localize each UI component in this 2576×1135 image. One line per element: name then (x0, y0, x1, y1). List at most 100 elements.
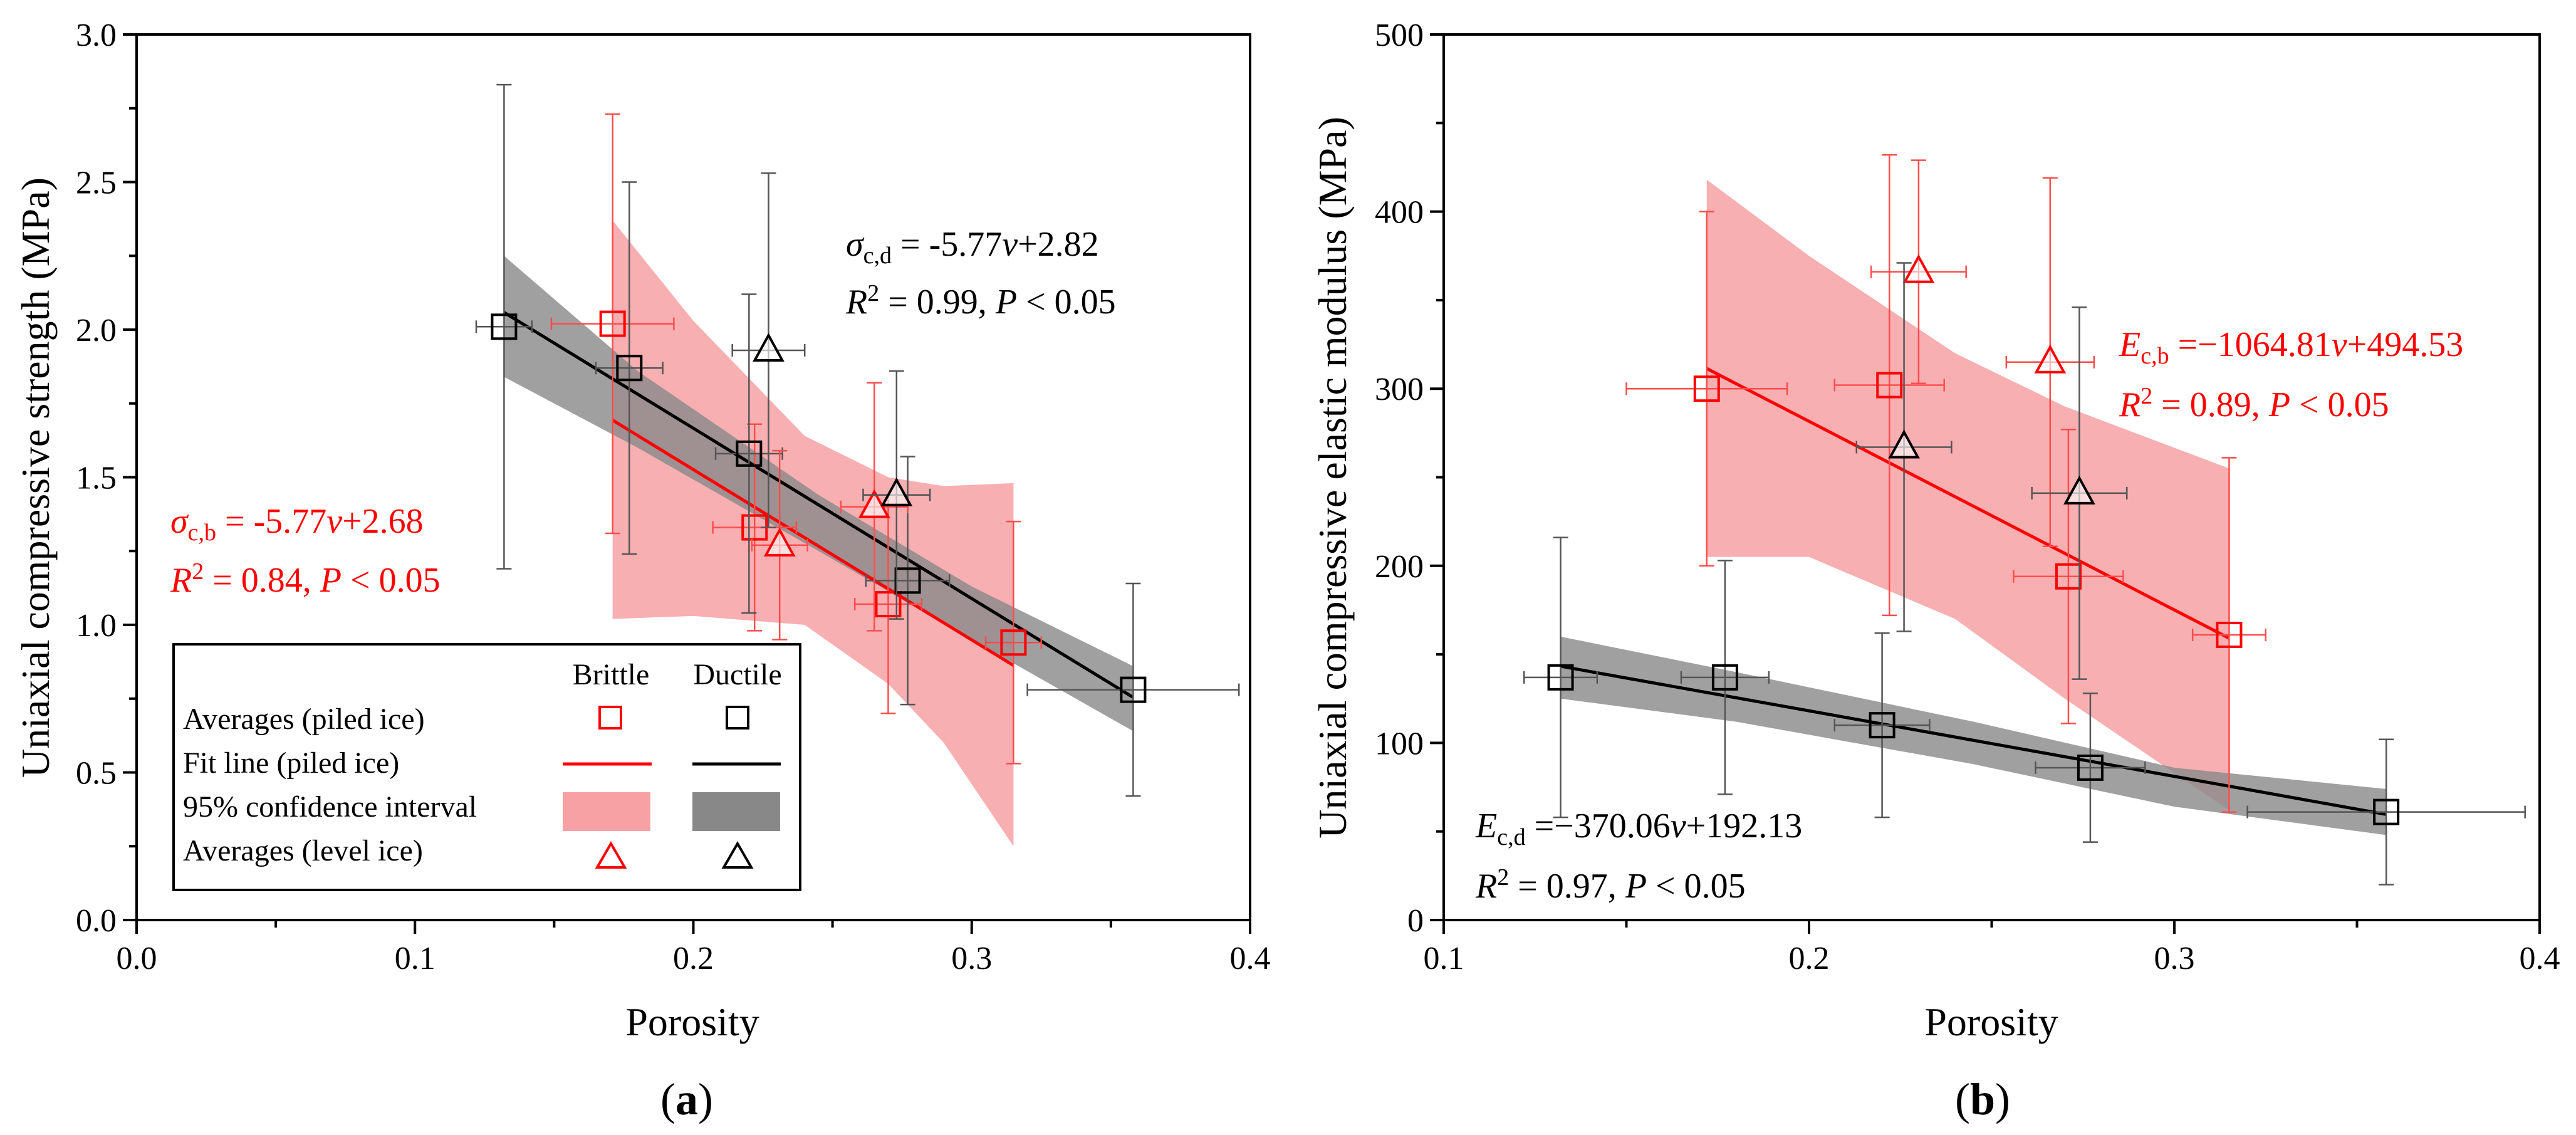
eq-tail: +2.68 (342, 502, 424, 541)
square-marker (2077, 754, 2104, 781)
x-tick-label: 0.2 (673, 941, 714, 976)
ductile-equation: σc,d = -5.77v+2.82 (846, 225, 1099, 269)
y-tick-label: 400 (1375, 195, 1424, 231)
triangle-marker (858, 489, 890, 518)
y-tick-label: 2.5 (76, 165, 117, 201)
triangle-marker (1888, 429, 1920, 459)
fit-lines (1560, 367, 2387, 816)
data-points (1523, 154, 2526, 886)
axes: 0.1 0.2 0.3 0.4 0 100 200 300 400 500 (1375, 18, 2560, 976)
p-tail: < 0.05 (1017, 283, 1116, 322)
x-tick-label: 0.2 (1789, 941, 1830, 976)
eq-tail: +2.82 (1018, 225, 1099, 264)
square-marker (1000, 629, 1027, 656)
x-axis-title: Porosity (625, 1000, 759, 1044)
ductile-r2: R2 = 0.99, P < 0.05 (845, 280, 1116, 322)
y-tick-label: 0.0 (76, 903, 117, 939)
data-point (1625, 211, 1788, 567)
data-point (2191, 457, 2266, 813)
panel-letter: b (1970, 1074, 1995, 1124)
y-tick-label: 1.5 (76, 461, 117, 496)
y-tick-label: 200 (1375, 549, 1424, 585)
triangle-marker (763, 527, 796, 557)
brittle-equation: Ec,b =−1064.81v+494.53 (2119, 325, 2463, 369)
r2-rest: = 0.84, (204, 561, 320, 600)
x-axis-title: Porosity (1924, 1000, 2058, 1044)
r2-superscript: 2 (2141, 383, 2152, 409)
fit-lines (503, 311, 1134, 699)
data-point (1855, 262, 1953, 632)
r2-superscript: 2 (867, 280, 879, 306)
data-point (862, 370, 931, 620)
legend-brittle-square-icon (598, 706, 622, 730)
data-points (475, 83, 1240, 797)
data-point (2031, 306, 2128, 680)
square-marker (616, 355, 643, 382)
panel-b: 0.1 0.2 0.3 0.4 0 100 200 300 400 500 Porosity Un… (1310, 18, 2560, 1124)
x-tick-label: 0.3 (951, 941, 992, 976)
eq-rest: =−370.06 (1526, 807, 1671, 845)
eq-symbol: σ (846, 225, 865, 264)
x-tick-label: 0.3 (2154, 941, 2195, 976)
x-tick-label: 0.1 (395, 941, 435, 976)
r2-superscript: 2 (1497, 864, 1509, 891)
square-marker (1876, 372, 1903, 399)
eq-subscript: c,d (1497, 824, 1525, 850)
eq-var: v (1002, 225, 1018, 264)
eq-subscript: c,b (2141, 343, 2169, 369)
y-tick-label: 500 (1375, 18, 1424, 53)
p-symbol: P (320, 561, 342, 600)
eq-subscript: c,d (863, 243, 892, 269)
p-tail: < 0.05 (2290, 385, 2389, 424)
x-tick-label: 0.4 (2520, 941, 2560, 976)
eq-rest: =−1064.81 (2169, 325, 2332, 364)
square-marker (2216, 622, 2243, 649)
data-point (1680, 560, 1770, 795)
panel-label: (b) (1955, 1074, 2010, 1124)
data-point (2013, 428, 2124, 724)
data-point (1870, 159, 1967, 384)
legend-box (172, 643, 801, 891)
panel-label: (a) (660, 1074, 713, 1124)
legend-row-averages-piled: Averages (piled ice) (183, 703, 425, 736)
square-marker (1120, 676, 1147, 703)
legend-brittle-band-icon (563, 792, 650, 831)
confidence-bands (504, 220, 1134, 847)
x-tick-label: 0.0 (117, 941, 157, 976)
data-point (984, 520, 1043, 765)
data-point (731, 172, 806, 528)
triangle-marker (753, 332, 785, 362)
ductile-confidence-band (504, 256, 1134, 731)
axes: 0.0 0.1 0.2 0.3 0.4 0.0 0.5 1.0 1.5 2.0 2.5 3.0 (76, 18, 1271, 976)
brittle-confidence-band (1706, 179, 2229, 810)
data-point (840, 382, 909, 632)
y-axis-title: Uniaxial compressive elastic modulus (MP… (1310, 117, 1355, 839)
legend: Brittle Ductile Averages (piled ice) Fit… (172, 643, 801, 891)
eq-symbol: E (1475, 807, 1497, 845)
data-point (1833, 154, 1945, 617)
legend-row-fit-line: Fit line (piled ice) (183, 746, 399, 780)
triangle-marker (2034, 344, 2067, 374)
r2-rest: = 0.99, (879, 283, 996, 322)
r2-symbol: R (845, 283, 867, 322)
ductile-fit-line (1560, 664, 2387, 816)
p-tail: < 0.05 (342, 561, 441, 600)
r2-rest: = 0.89, (2152, 385, 2269, 424)
brittle-fit-line (612, 419, 1014, 667)
r2-symbol: R (2119, 385, 2141, 424)
r2-superscript: 2 (192, 558, 204, 585)
y-tick-label: 1.0 (76, 608, 117, 644)
data-point (1833, 632, 1931, 819)
legend-ductile-band-icon (692, 792, 780, 831)
data-point (712, 423, 798, 632)
confidence-bands (1560, 179, 2387, 835)
eq-rest: = -5.77 (892, 225, 1002, 264)
legend-brittle-triangle-icon (595, 841, 627, 869)
triangle-marker (880, 477, 913, 506)
p-symbol: P (2268, 385, 2290, 424)
eq-tail: +192.13 (1686, 807, 1803, 845)
eq-symbol: σ (170, 502, 189, 541)
panel-a: 0.0 0.1 0.2 0.3 0.4 0.0 0.5 1.0 1.5 2.0 2.5 3.0 Por… (13, 18, 1271, 1124)
ductile-r2: R2 = 0.97, P < 0.05 (1475, 864, 1746, 906)
